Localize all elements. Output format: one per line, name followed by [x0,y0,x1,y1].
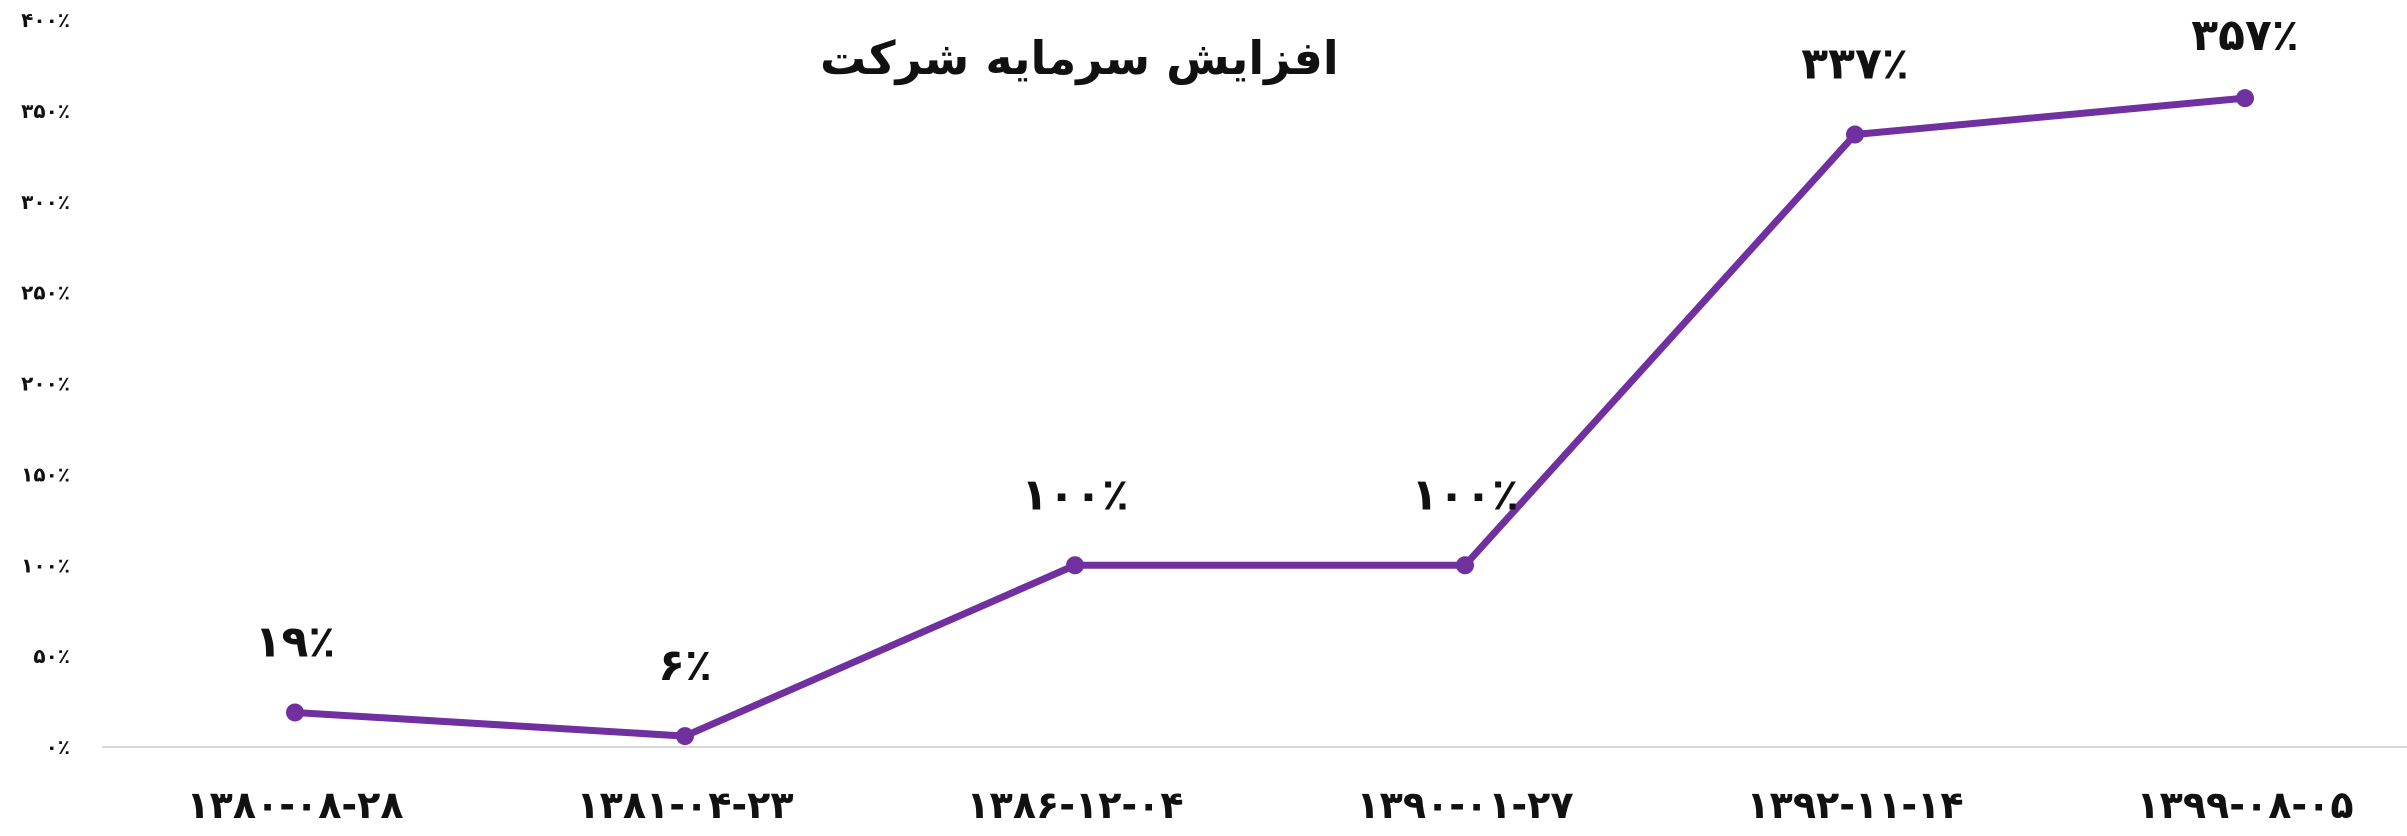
y-tick-label: ۱۵۰٪ [21,462,70,486]
y-axis-ticks: ۰٪ ۵۰٪ ۱۰۰٪ ۱۵۰٪ ۲۰۰٪ ۲۵۰٪ ۳۰۰٪ ۳۵۰٪ ۴۰۰٪ [21,8,70,759]
data-point [1066,556,1084,575]
y-tick-label: ۲۰۰٪ [21,372,70,396]
y-tick-label: ۰٪ [46,735,70,759]
data-label: ۱۰۰٪ [1411,469,1518,520]
x-tick-label: ۱۳۸۰-۰۸-۲۸ [186,783,403,827]
data-point [286,703,304,722]
x-axis-ticks: ۱۳۸۰-۰۸-۲۸ ۱۳۸۱-۰۴-۲۳ ۱۳۸۶-۱۲-۰۴ ۱۳۹۰-۰۱-۲۷… [186,783,2353,827]
data-label: ۳۳۷٪ [1801,39,1908,90]
x-tick-label: ۱۳۹۹-۰۸-۰۵ [2136,783,2353,827]
y-tick-label: ۳۵۰٪ [21,99,70,123]
y-tick-label: ۳۰۰٪ [21,190,70,214]
y-tick-label: ۲۵۰٪ [21,281,70,305]
data-label: ۱۹٪ [255,616,336,667]
data-point [676,727,694,746]
data-label: ۳۵۷٪ [2191,10,2298,61]
data-label: ۶٪ [658,640,712,691]
x-tick-label: ۱۳۸۶-۱۲-۰۴ [966,783,1183,827]
data-point [1846,125,1864,144]
data-labels: ۱۹٪ ۶٪ ۱۰۰٪ ۱۰۰٪ ۳۳۷٪ ۳۵۷٪ [255,10,2299,691]
y-tick-label: ۵۰٪ [33,644,70,668]
data-points [286,89,2254,746]
y-tick-label: ۴۰۰٪ [21,8,70,32]
chart-title: افزایش سرمایه شرکت [820,31,1339,85]
data-point [1456,556,1474,575]
data-point [2236,89,2254,108]
series-line [294,94,2246,740]
x-tick-label: ۱۳۹۰-۰۱-۲۷ [1356,783,1573,827]
y-tick-label: ۱۰۰٪ [21,553,70,577]
data-label: ۱۰۰٪ [1021,469,1128,520]
x-tick-label: ۱۳۹۲-۱۱-۱۴ [1746,783,1963,827]
x-tick-label: ۱۳۸۱-۰۴-۲۳ [576,783,793,827]
